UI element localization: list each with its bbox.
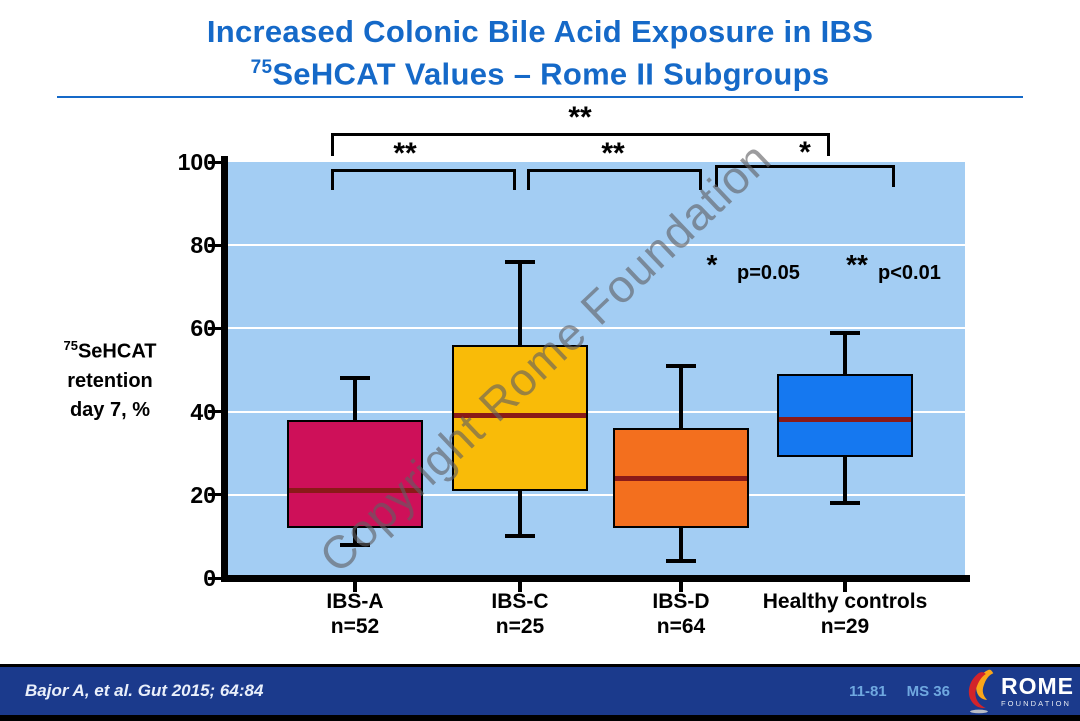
x-label-IBS-A: IBS-A n=52 <box>326 590 384 638</box>
median-IBS-D <box>615 475 747 481</box>
sig-label-IBS-A-Healthy controls: ** <box>568 101 592 134</box>
slide-codes: 11-81 MS 36 <box>849 683 950 700</box>
legend-text-2: p<0.01 <box>878 262 941 284</box>
sig-bracket-IBS-D-Healthy controls <box>715 165 895 187</box>
y-axis-line <box>221 156 228 582</box>
gridline-60 <box>228 327 965 330</box>
sig-label-IBS-D-Healthy controls: * <box>799 136 811 169</box>
y-tick-60 <box>208 326 222 330</box>
box-IBS-A <box>287 419 423 529</box>
y-tick-label-80: 80 <box>190 232 216 259</box>
x-tick-IBS-C <box>518 582 522 592</box>
ms-code: MS 36 <box>906 682 950 700</box>
median-Healthy controls <box>779 417 911 423</box>
y-tick-label-40: 40 <box>190 398 216 425</box>
gridline-80 <box>228 244 965 247</box>
flame-icon <box>968 669 994 714</box>
sig-bracket-IBS-A-IBS-C <box>331 169 516 190</box>
logo-rome-label: ROME <box>1001 672 1074 699</box>
y-tick-100 <box>208 160 222 164</box>
y-tick-0 <box>208 576 222 580</box>
x-label-IBS-C: IBS-C n=25 <box>491 590 549 638</box>
title-line-1: Increased Colonic Bile Acid Exposure in … <box>206 14 874 49</box>
gridline-40 <box>228 410 965 413</box>
sig-label-IBS-C-IBS-D: ** <box>601 137 625 170</box>
y-axis-title: 75SeHCAT retention day 7, % <box>63 338 157 421</box>
median-IBS-C <box>454 413 586 419</box>
legend-symbol-2: ** <box>846 249 868 280</box>
x-label-IBS-D: IBS-D n=64 <box>652 590 710 638</box>
whisker-cap-low-IBS-D <box>666 559 696 564</box>
legend-symbol-1: * <box>706 249 718 280</box>
gridline-20 <box>228 493 965 496</box>
title-divider <box>57 96 1023 98</box>
citation: Bajor A, et al. Gut 2015; 64:84 <box>25 681 264 700</box>
whisker-cap-low-IBS-C <box>505 534 535 539</box>
whisker-cap-high-IBS-A <box>340 376 370 381</box>
median-IBS-A <box>289 488 421 494</box>
title-line-2: 75SeHCAT Values – Rome II Subgroups <box>250 56 830 92</box>
legend-text-1: p=0.05 <box>737 262 800 284</box>
sig-bracket-IBS-C-IBS-D <box>527 169 702 190</box>
whisker-cap-high-Healthy controls <box>830 330 860 335</box>
y-tick-label-20: 20 <box>190 481 216 508</box>
whisker-cap-low-IBS-A <box>340 542 370 547</box>
title-superscript: 75 <box>250 57 273 78</box>
y-tick-label-100: 100 <box>177 149 216 175</box>
rome-foundation-logo: ROME FOUNDATION <box>966 668 1074 714</box>
x-tick-IBS-A <box>353 582 357 592</box>
y-tick-80 <box>208 243 222 247</box>
y-tick-20 <box>208 493 222 497</box>
footer-bar: Bajor A, et al. Gut 2015; 64:84 11-81 MS… <box>0 664 1080 721</box>
whisker-cap-high-IBS-D <box>666 363 696 368</box>
logo-foundation-label: FOUNDATION <box>1001 698 1072 708</box>
x-axis-line <box>221 575 970 582</box>
y-tick-label-60: 60 <box>190 315 216 342</box>
page-title: Increased Colonic Bile Acid Exposure in … <box>0 14 1080 92</box>
logo-text: ROME FOUNDATION <box>1001 672 1074 708</box>
x-tick-IBS-D <box>679 582 683 592</box>
box-Healthy controls <box>777 374 913 458</box>
sig-label-IBS-A-IBS-C: ** <box>393 137 417 170</box>
y-tick-40 <box>208 410 222 414</box>
whisker-cap-high-IBS-C <box>505 259 535 264</box>
x-tick-Healthy controls <box>843 582 847 592</box>
x-label-Healthy controls: Healthy controls n=29 <box>762 590 928 638</box>
sig-bracket-IBS-A-Healthy controls <box>331 133 830 156</box>
whisker-cap-low-Healthy controls <box>830 501 860 506</box>
slide-code: 11-81 <box>849 682 887 700</box>
y-tick-label-0: 0 <box>203 565 216 591</box>
